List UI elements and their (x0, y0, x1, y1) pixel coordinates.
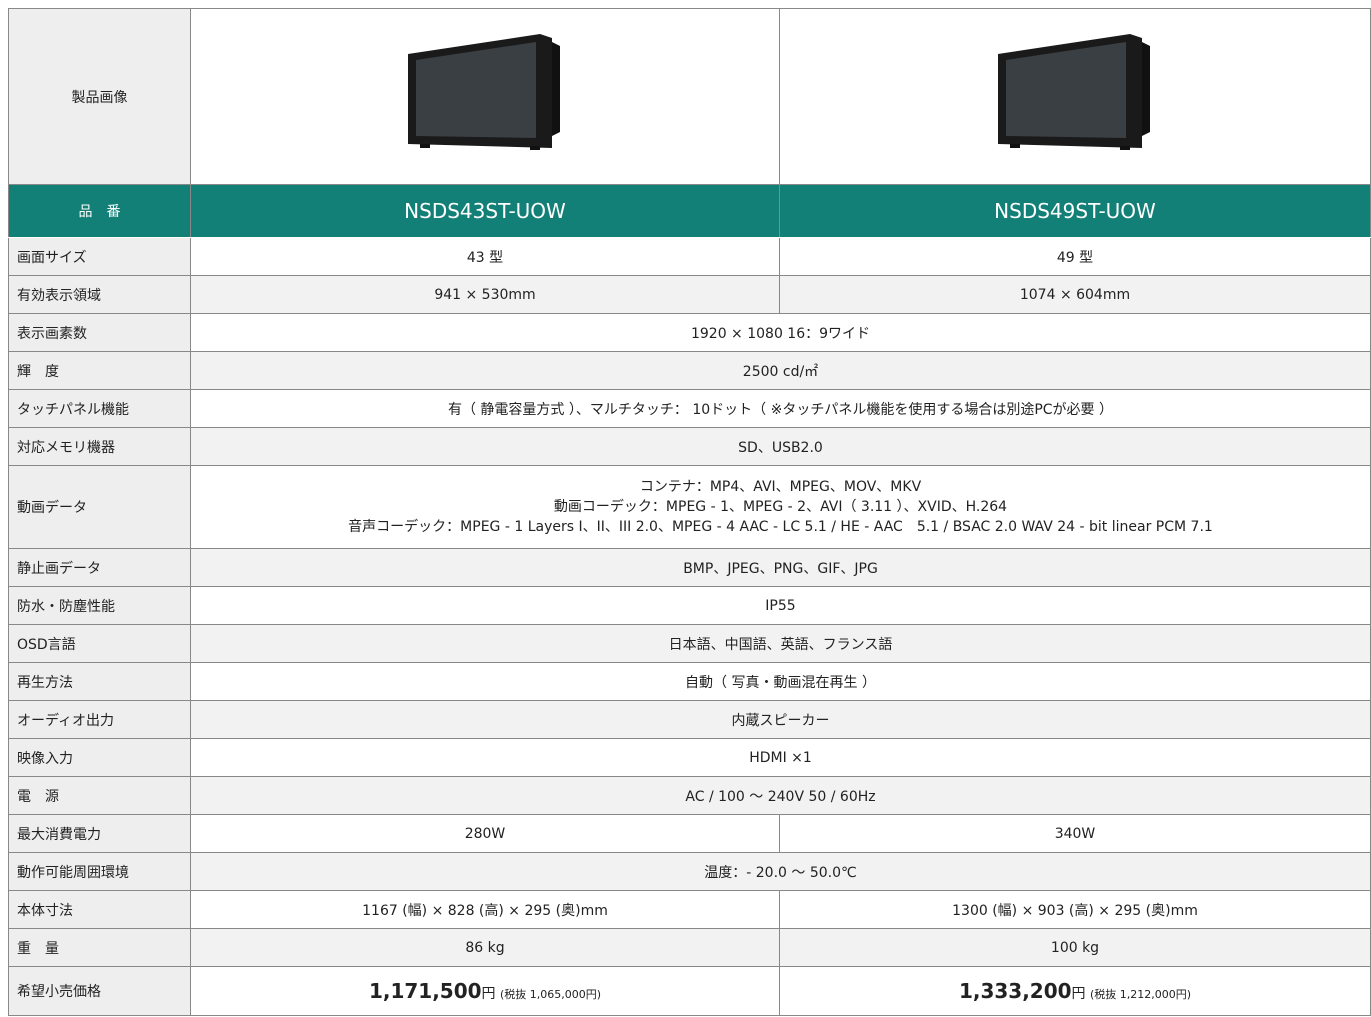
spec-row: 防水・防塵性能 IP55 (8, 586, 1371, 625)
monitor-icon (408, 33, 560, 150)
value-line: 音声コーデック：MPEG - 1 Layers I、II、III 2.0、MPE… (348, 519, 1213, 535)
price-cell: 1,171,500円 (税抜 1,065,000円) (190, 966, 780, 1016)
row-value: 1167 (幅) × 828 (高) × 295 (奥)mm (190, 890, 780, 929)
row-value: 340W (779, 814, 1371, 853)
price-note: (税抜 1,065,000円) (500, 988, 602, 1001)
row-value: 2500 cd/㎡ (190, 351, 1371, 390)
spec-row: 最大消費電力 280W 340W (8, 814, 1371, 853)
price: 1,333,200 (958, 979, 1072, 1003)
row-label: 製品画像 (8, 8, 191, 185)
row-label: 防水・防塵性能 (8, 586, 191, 625)
row-label: 本体寸法 (8, 890, 191, 929)
row-value: 941 × 530mm (190, 275, 780, 314)
product-image (190, 8, 780, 185)
header-label: 品 番 (8, 184, 191, 238)
spec-row: 動画データ コンテナ：MP4、AVI、MPEG、MOV、MKV 動画コーデック：MP… (8, 465, 1371, 549)
row-label: OSD言語 (8, 624, 191, 663)
row-value: 49 型 (779, 237, 1371, 276)
price-cell: 1,333,200円 (税抜 1,212,000円) (779, 966, 1371, 1016)
price: 1,171,500 (368, 979, 482, 1003)
price-row: 希望小売価格 1,171,500円 (税抜 1,065,000円) 1,333,20… (8, 966, 1371, 1016)
spec-row: 動作可能周囲環境 温度：- 20.0 〜 50.0℃ (8, 852, 1371, 891)
spec-row: オーディオ出力 内蔵スピーカー (8, 700, 1371, 739)
row-label: 映像入力 (8, 738, 191, 777)
spec-row: 画面サイズ 43 型 49 型 (8, 237, 1371, 276)
row-value: 自動（ 写真・動画混在再生 ） (190, 662, 1371, 701)
row-label: オーディオ出力 (8, 700, 191, 739)
spec-row: 再生方法 自動（ 写真・動画混在再生 ） (8, 662, 1371, 701)
row-value: 1300 (幅) × 903 (高) × 295 (奥)mm (779, 890, 1371, 929)
spec-table: 製品画像 品 番 NSDS43ST-UOW NSDS49ST-UOW 画面サイズ… (8, 8, 1371, 1016)
spec-row: OSD言語 日本語、中国語、英語、フランス語 (8, 624, 1371, 663)
row-value: 温度：- 20.0 〜 50.0℃ (190, 852, 1371, 891)
row-value: BMP、JPEG、PNG、GIF、JPG (190, 548, 1371, 587)
row-label: 最大消費電力 (8, 814, 191, 853)
row-label: 動画データ (8, 465, 191, 549)
spec-row: 対応メモリ機器 SD、USB2.0 (8, 427, 1371, 466)
value-line: コンテナ：MP4、AVI、MPEG、MOV、MKV (639, 479, 922, 495)
header-row: 品 番 NSDS43ST-UOW NSDS49ST-UOW (8, 184, 1371, 238)
row-label: 動作可能周囲環境 (8, 852, 191, 891)
row-value: AC / 100 〜 240V 50 / 60Hz (190, 776, 1371, 815)
spec-row: 重 量 86 kg 100 kg (8, 928, 1371, 967)
spec-row: 静止画データ BMP、JPEG、PNG、GIF、JPG (8, 548, 1371, 587)
price-note: (税抜 1,212,000円) (1090, 988, 1192, 1001)
row-value: 43 型 (190, 237, 780, 276)
monitor-icon (998, 33, 1150, 150)
row-label: 静止画データ (8, 548, 191, 587)
row-value: コンテナ：MP4、AVI、MPEG、MOV、MKV 動画コーデック：MPEG - … (190, 465, 1371, 549)
row-label: 対応メモリ機器 (8, 427, 191, 466)
row-value: 86 kg (190, 928, 780, 967)
row-value: HDMI ×1 (190, 738, 1371, 777)
row-value: 1920 × 1080 16：9ワイド (190, 313, 1371, 352)
spec-row: タッチパネル機能 有（ 静電容量方式 ）、マルチタッチ： 10ドット（ ※タッチパ… (8, 389, 1371, 428)
row-value: 内蔵スピーカー (190, 700, 1371, 739)
row-label: 有効表示領域 (8, 275, 191, 314)
row-label: 希望小売価格 (8, 966, 191, 1016)
spec-row: 電 源 AC / 100 〜 240V 50 / 60Hz (8, 776, 1371, 815)
spec-row: 輝 度 2500 cd/㎡ (8, 351, 1371, 390)
row-value: 1074 × 604mm (779, 275, 1371, 314)
price-unit: 円 (1071, 986, 1086, 1002)
row-value: SD、USB2.0 (190, 427, 1371, 466)
spec-row: 本体寸法 1167 (幅) × 828 (高) × 295 (奥)mm 1300 (… (8, 890, 1371, 929)
image-row: 製品画像 (8, 8, 1371, 185)
model-name: NSDS43ST-UOW (190, 184, 780, 238)
model-name: NSDS49ST-UOW (779, 184, 1371, 238)
price-unit: 円 (481, 986, 496, 1002)
row-label: 電 源 (8, 776, 191, 815)
row-label: 表示画素数 (8, 313, 191, 352)
row-label: 輝 度 (8, 351, 191, 390)
row-value: IP55 (190, 586, 1371, 625)
spec-row: 表示画素数 1920 × 1080 16：9ワイド (8, 313, 1371, 352)
row-value: 100 kg (779, 928, 1371, 967)
spec-row: 映像入力 HDMI ×1 (8, 738, 1371, 777)
row-label: 画面サイズ (8, 237, 191, 276)
row-label: タッチパネル機能 (8, 389, 191, 428)
row-label: 再生方法 (8, 662, 191, 701)
row-value: 日本語、中国語、英語、フランス語 (190, 624, 1371, 663)
row-value: 有（ 静電容量方式 ）、マルチタッチ： 10ドット（ ※タッチパネル機能を使用す… (190, 389, 1371, 428)
row-label: 重 量 (8, 928, 191, 967)
row-value: 280W (190, 814, 780, 853)
product-image (779, 8, 1371, 185)
spec-row: 有効表示領域 941 × 530mm 1074 × 604mm (8, 275, 1371, 314)
value-line: 動画コーデック：MPEG - 1、MPEG - 2、AVI（ 3.11 ）、XV… (553, 499, 1008, 515)
